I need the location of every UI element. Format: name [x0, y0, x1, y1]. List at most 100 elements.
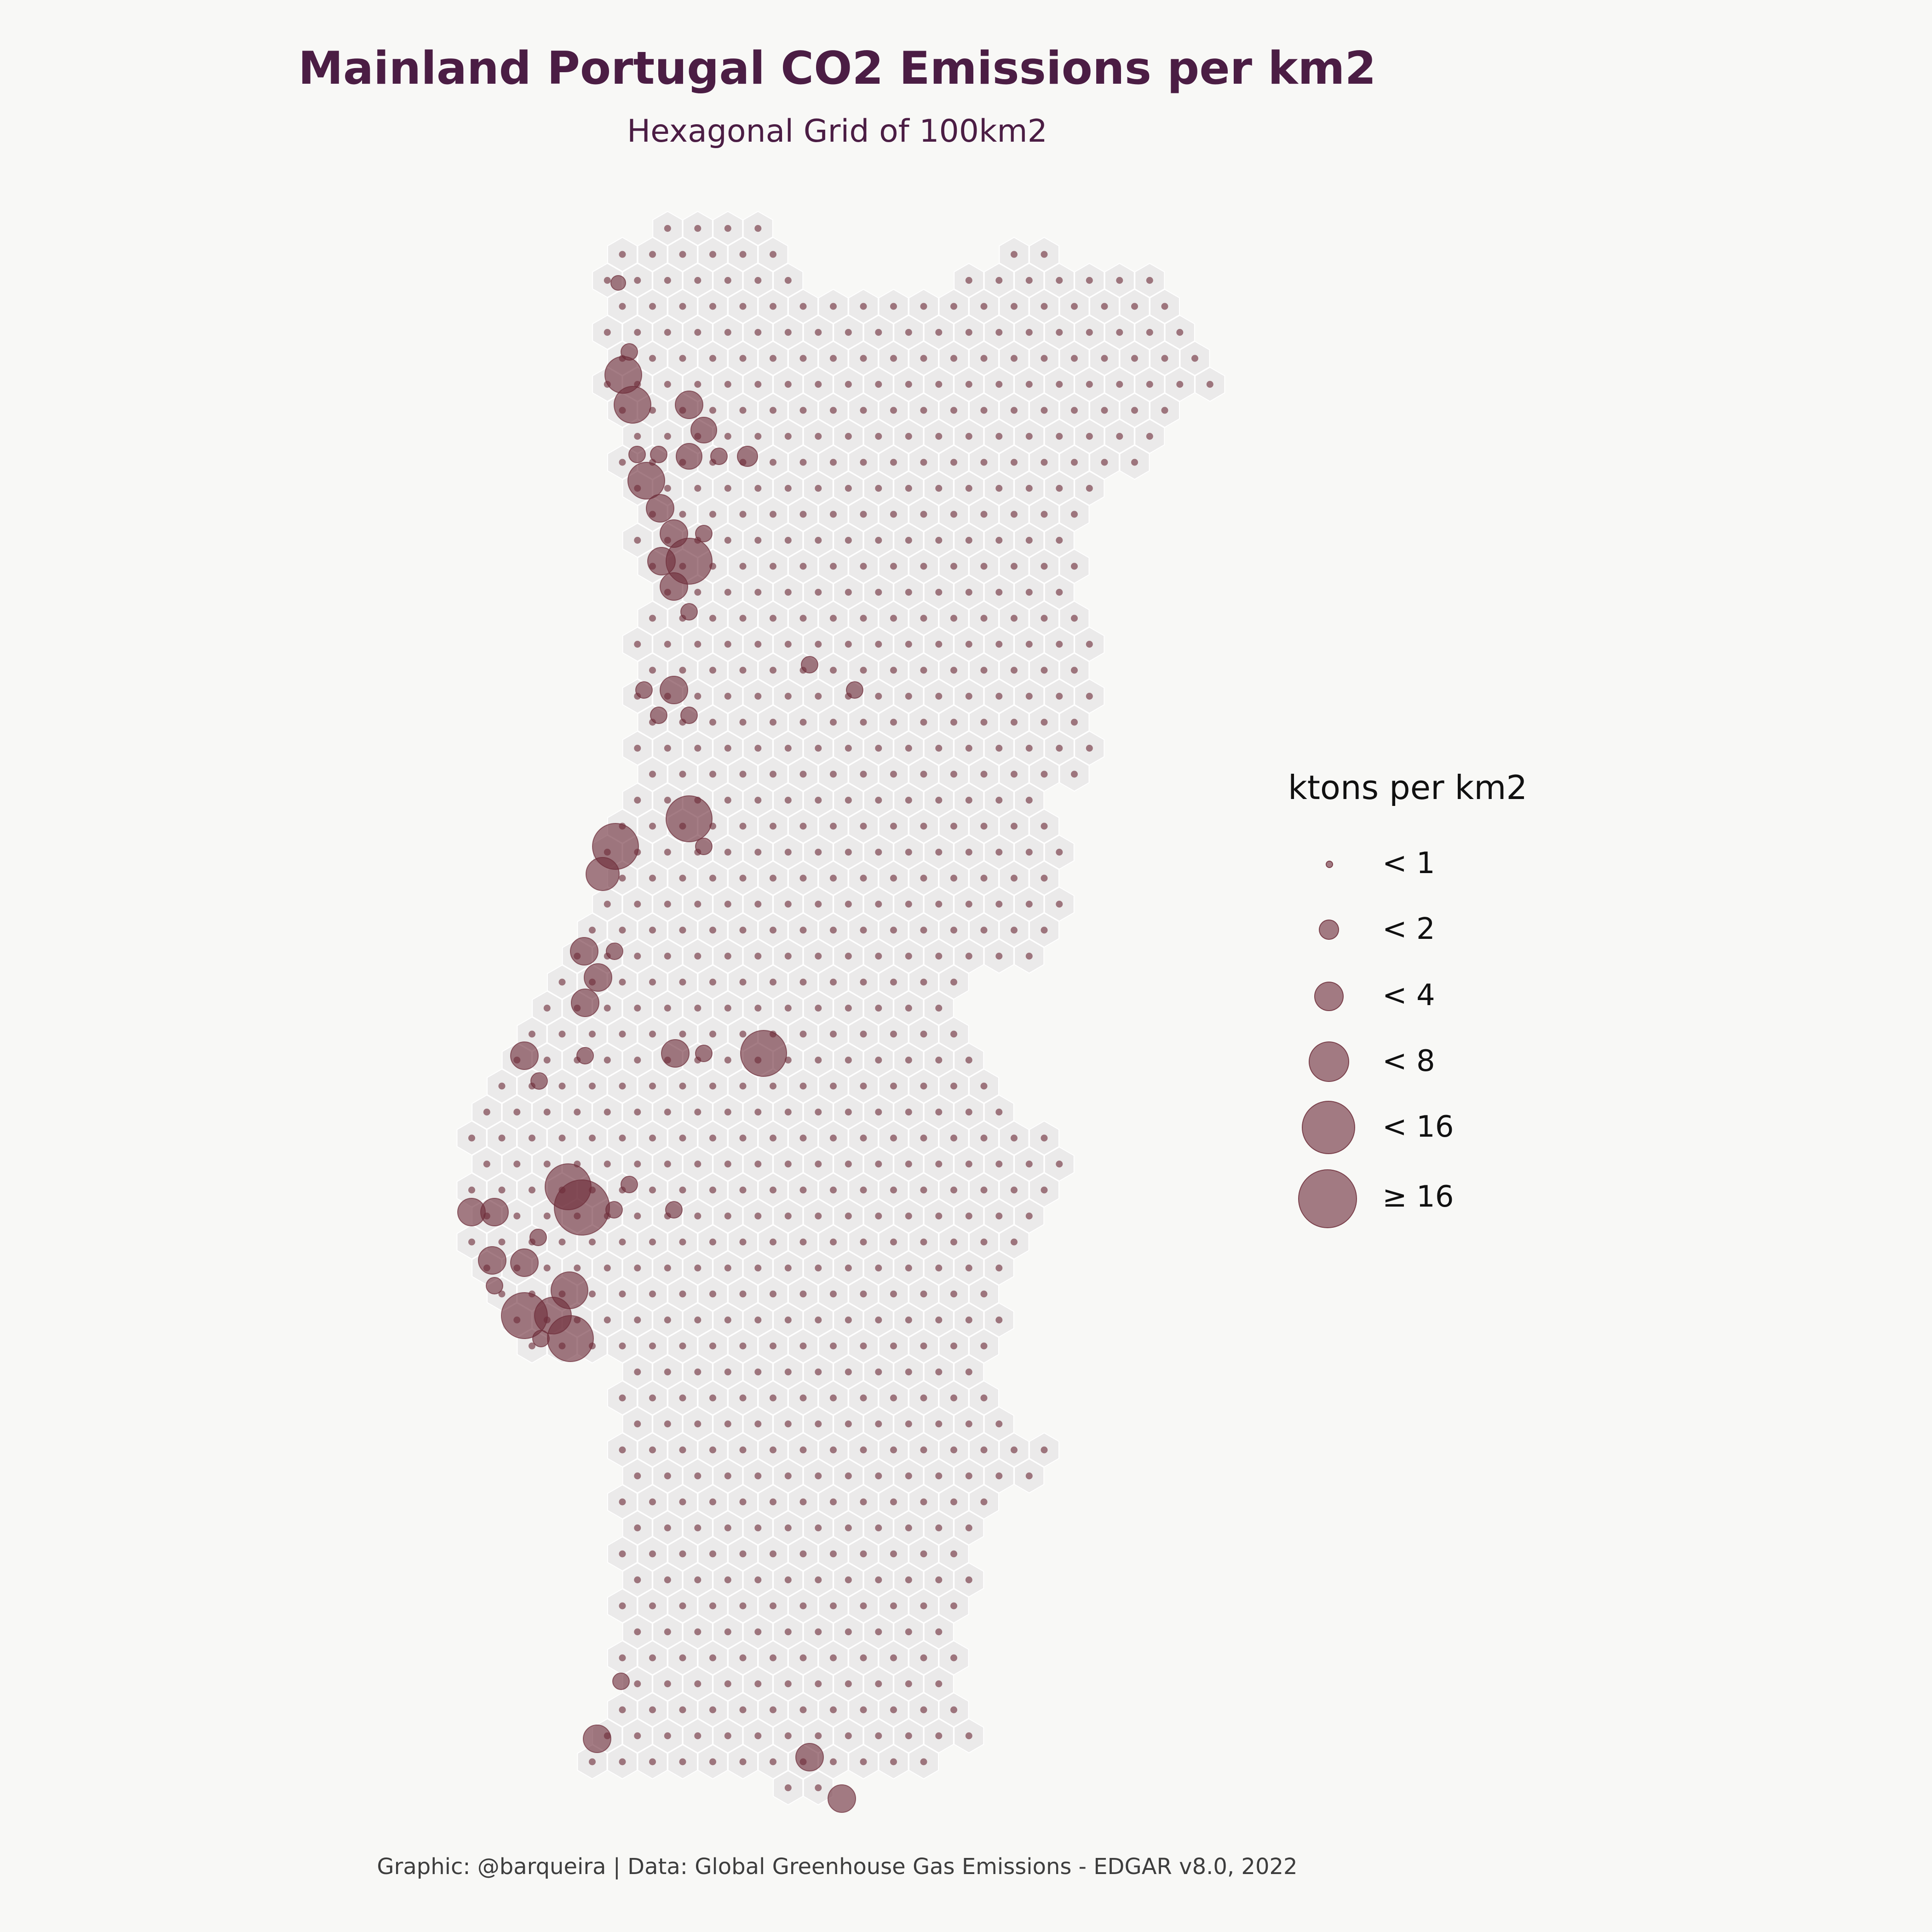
emission-bubble — [815, 1472, 822, 1479]
emission-bubble — [679, 667, 686, 674]
emission-bubble — [920, 563, 927, 570]
emission-bubble — [754, 953, 762, 960]
emission-bubble — [845, 1420, 852, 1427]
legend-bubble — [1319, 920, 1339, 940]
emission-bubble — [920, 511, 927, 518]
emission-bubble — [694, 1317, 702, 1323]
emission-bubble — [664, 329, 671, 336]
emission-bubble — [935, 485, 943, 492]
emission-bubble — [754, 1420, 762, 1427]
emission-bubble — [920, 407, 927, 414]
emission-bubble-large — [680, 707, 698, 724]
emission-bubble — [498, 1186, 506, 1194]
emission-bubble — [980, 770, 988, 778]
emission-bubble — [694, 1161, 702, 1167]
emission-bubble-large — [695, 1045, 713, 1062]
emission-bubble-large — [457, 1198, 486, 1226]
emission-bubble — [619, 1654, 626, 1662]
emission-bubble — [830, 978, 837, 986]
emission-bubble — [905, 1680, 912, 1687]
emission-bubble — [920, 459, 927, 466]
emission-bubble — [754, 1005, 762, 1012]
emission-bubble — [709, 1394, 716, 1402]
emission-bubble — [950, 355, 957, 362]
emission-bubble — [830, 926, 837, 934]
emission-bubble — [694, 1576, 702, 1583]
emission-bubble — [664, 433, 671, 440]
emission-bubble — [1025, 277, 1033, 284]
emission-bubble — [694, 1213, 702, 1219]
emission-bubble — [965, 1265, 972, 1271]
emission-bubble — [619, 1134, 626, 1142]
emission-bubble — [920, 770, 927, 778]
emission-bubble — [799, 615, 807, 622]
emission-bubble — [770, 355, 776, 362]
emission-bubble — [709, 978, 716, 986]
emission-bubble — [754, 693, 762, 700]
emission-bubble — [619, 459, 626, 466]
emission-bubble — [845, 1680, 852, 1687]
emission-bubble — [770, 615, 776, 622]
emission-bubble — [770, 1654, 776, 1662]
emission-bubble — [694, 641, 702, 648]
emission-bubble — [890, 770, 897, 778]
emission-bubble — [860, 563, 867, 570]
emission-bubble — [1011, 563, 1018, 570]
emission-bubble — [543, 1057, 551, 1064]
emission-bubble — [754, 641, 762, 648]
emission-bubble — [995, 1472, 1003, 1479]
emission-bubble — [965, 849, 972, 856]
emission-bubble — [754, 537, 762, 544]
emission-bubble — [890, 615, 897, 622]
emission-bubble — [905, 849, 912, 856]
emission-bubble — [799, 822, 807, 830]
emission-bubble — [649, 1394, 656, 1402]
emission-bubble — [935, 797, 943, 804]
emission-bubble — [1025, 901, 1033, 908]
emission-bubble — [739, 1394, 747, 1402]
emission-bubble — [634, 277, 641, 284]
emission-bubble — [1011, 1238, 1018, 1246]
emission-bubble — [664, 1732, 671, 1739]
emission-bubble — [815, 329, 822, 336]
emission-bubble — [965, 1472, 972, 1479]
emission-bubble — [784, 485, 792, 492]
emission-bubble — [1011, 407, 1018, 414]
emission-bubble — [890, 511, 897, 518]
emission-bubble — [619, 303, 626, 310]
emission-bubble — [875, 1317, 882, 1323]
emission-bubble — [920, 874, 927, 882]
emission-bubble — [1011, 874, 1018, 882]
emission-bubble — [950, 407, 957, 414]
emission-bubble-large — [695, 838, 713, 855]
emission-bubble — [965, 1576, 972, 1583]
emission-bubble — [664, 1265, 671, 1271]
emission-bubble-large — [650, 707, 667, 724]
emission-bubble — [1116, 329, 1123, 336]
emission-bubble — [920, 1550, 927, 1558]
emission-bubble — [799, 407, 807, 414]
emission-bubble — [1056, 849, 1063, 856]
emission-bubble — [784, 1213, 792, 1219]
emission-bubble — [815, 537, 822, 544]
emission-bubble — [634, 1628, 641, 1635]
emission-bubble — [799, 719, 807, 726]
emission-bubble — [1056, 901, 1063, 908]
emission-bubble — [935, 1265, 943, 1271]
emission-bubble — [905, 1265, 912, 1271]
emission-bubble — [754, 1524, 762, 1531]
emission-bubble — [770, 511, 776, 518]
emission-bubble-large — [661, 1039, 690, 1068]
emission-bubble — [860, 303, 867, 310]
emission-bubble — [649, 1758, 656, 1765]
emission-bubble — [619, 978, 626, 986]
emission-bubble — [935, 537, 943, 544]
emission-bubble — [980, 874, 988, 882]
emission-bubble — [1041, 770, 1048, 778]
legend-label: < 8 — [1382, 1044, 1435, 1078]
emission-bubble — [694, 901, 702, 908]
emission-bubble — [739, 1602, 747, 1610]
emission-bubble — [724, 953, 731, 960]
emission-bubble — [905, 1420, 912, 1427]
